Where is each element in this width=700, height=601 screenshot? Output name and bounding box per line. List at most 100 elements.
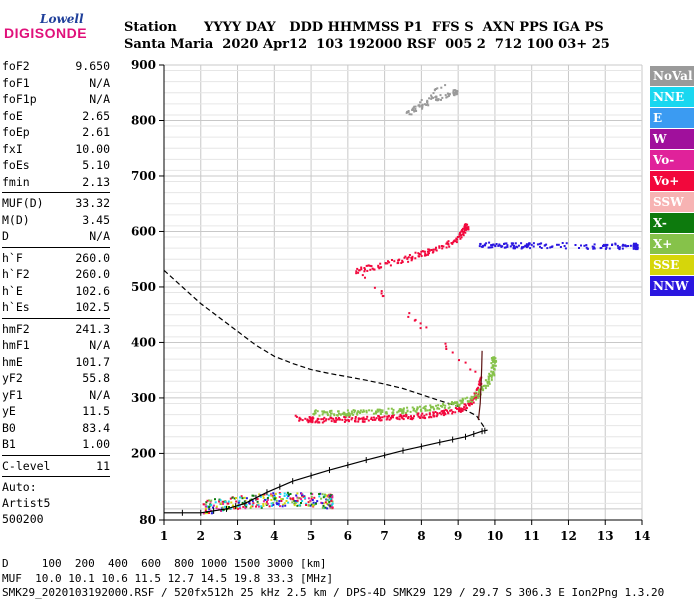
echo-point xyxy=(464,361,467,364)
echo-point xyxy=(465,406,468,409)
echo-point xyxy=(446,241,449,244)
echo-point xyxy=(417,252,420,255)
param-row: M(D) 3.45 xyxy=(2,212,110,229)
echo-point xyxy=(604,247,607,250)
echo-point xyxy=(486,382,489,385)
echo-point xyxy=(387,260,389,263)
echo-point xyxy=(365,264,368,267)
echo-point xyxy=(478,388,481,391)
echo-point xyxy=(585,244,588,247)
echo-point xyxy=(309,504,312,507)
echo-point xyxy=(329,497,332,500)
echo-point xyxy=(342,411,345,414)
echo-point xyxy=(311,499,314,501)
echo-point xyxy=(458,408,460,411)
echo-point xyxy=(463,227,466,230)
echo-point xyxy=(557,243,560,246)
echo-point xyxy=(396,411,399,414)
echo-point xyxy=(436,413,439,415)
echo-point xyxy=(425,254,428,257)
echo-point xyxy=(411,109,414,111)
echo-point xyxy=(389,417,392,420)
echo-point xyxy=(593,246,596,249)
echo-point xyxy=(227,502,230,505)
echo-point xyxy=(404,255,407,258)
echo-point xyxy=(460,407,463,410)
echo-point xyxy=(377,410,380,413)
echo-point xyxy=(477,383,480,386)
echo-point xyxy=(393,260,396,263)
param-value: 2.61 xyxy=(82,125,110,139)
echo-point xyxy=(291,497,294,500)
echo-point xyxy=(627,245,630,247)
echo-point xyxy=(291,501,294,504)
echo-point xyxy=(634,247,637,250)
x-tick-label: 2 xyxy=(197,529,205,543)
echo-point xyxy=(564,247,567,250)
echo-point xyxy=(445,246,448,249)
param-row: h`F 260.0 xyxy=(2,250,110,267)
echo-point xyxy=(345,419,347,422)
echo-point xyxy=(259,495,262,498)
echo-point xyxy=(452,90,455,93)
echo-point xyxy=(485,384,488,387)
param-row: yF2 55.8 xyxy=(2,370,110,387)
echo-point xyxy=(456,407,458,410)
echo-point xyxy=(401,259,404,262)
echo-point xyxy=(436,87,439,90)
echo-point xyxy=(381,411,384,413)
echo-point xyxy=(436,99,439,102)
param-row: fxI 10.00 xyxy=(2,141,110,158)
param-name: foF1 xyxy=(2,75,30,90)
echo-point xyxy=(435,404,438,407)
echo-point xyxy=(392,408,395,411)
echo-point xyxy=(506,245,509,248)
echo-point xyxy=(443,406,446,409)
echo-point xyxy=(329,414,332,417)
echo-point xyxy=(256,500,259,503)
echo-point xyxy=(616,244,619,247)
echo-point xyxy=(433,408,436,411)
echo-point xyxy=(322,506,325,509)
echo-point xyxy=(409,417,412,420)
echo-point xyxy=(469,397,472,400)
echo-point xyxy=(275,502,278,505)
echo-point xyxy=(459,232,461,234)
echo-point xyxy=(421,103,424,106)
echo-point xyxy=(418,104,421,107)
echo-point xyxy=(479,243,482,245)
echo-point xyxy=(410,415,412,418)
echo-point xyxy=(337,417,340,419)
param-value: 33.32 xyxy=(75,196,110,210)
echo-point xyxy=(357,410,360,413)
echo-point xyxy=(462,234,465,237)
echo-point xyxy=(383,415,386,418)
echo-point xyxy=(509,245,512,248)
echo-point xyxy=(540,247,543,249)
echo-point xyxy=(251,505,254,508)
echo-point xyxy=(322,496,325,499)
echo-point xyxy=(287,501,290,504)
echo-point xyxy=(446,409,448,412)
echo-point xyxy=(375,412,378,415)
param-row: yF1 N/A xyxy=(2,387,110,404)
echo-point xyxy=(444,84,447,87)
echo-point xyxy=(229,507,232,510)
echo-point xyxy=(414,318,417,321)
echo-point xyxy=(343,413,346,416)
echo-point xyxy=(263,493,266,496)
echo-point xyxy=(311,421,314,424)
echo-point xyxy=(618,246,621,249)
echo-point xyxy=(301,495,303,498)
echo-point xyxy=(423,405,426,408)
echo-point xyxy=(413,407,415,410)
echo-point xyxy=(362,416,365,419)
legend-item-sse: SSE xyxy=(650,255,694,275)
y-tick-label: 400 xyxy=(131,335,156,349)
echo-point xyxy=(322,418,325,421)
echo-point xyxy=(294,500,297,502)
echo-point xyxy=(474,395,477,398)
y-tick-label: 700 xyxy=(131,169,156,183)
echo-point xyxy=(371,267,374,270)
echo-point xyxy=(337,410,339,413)
